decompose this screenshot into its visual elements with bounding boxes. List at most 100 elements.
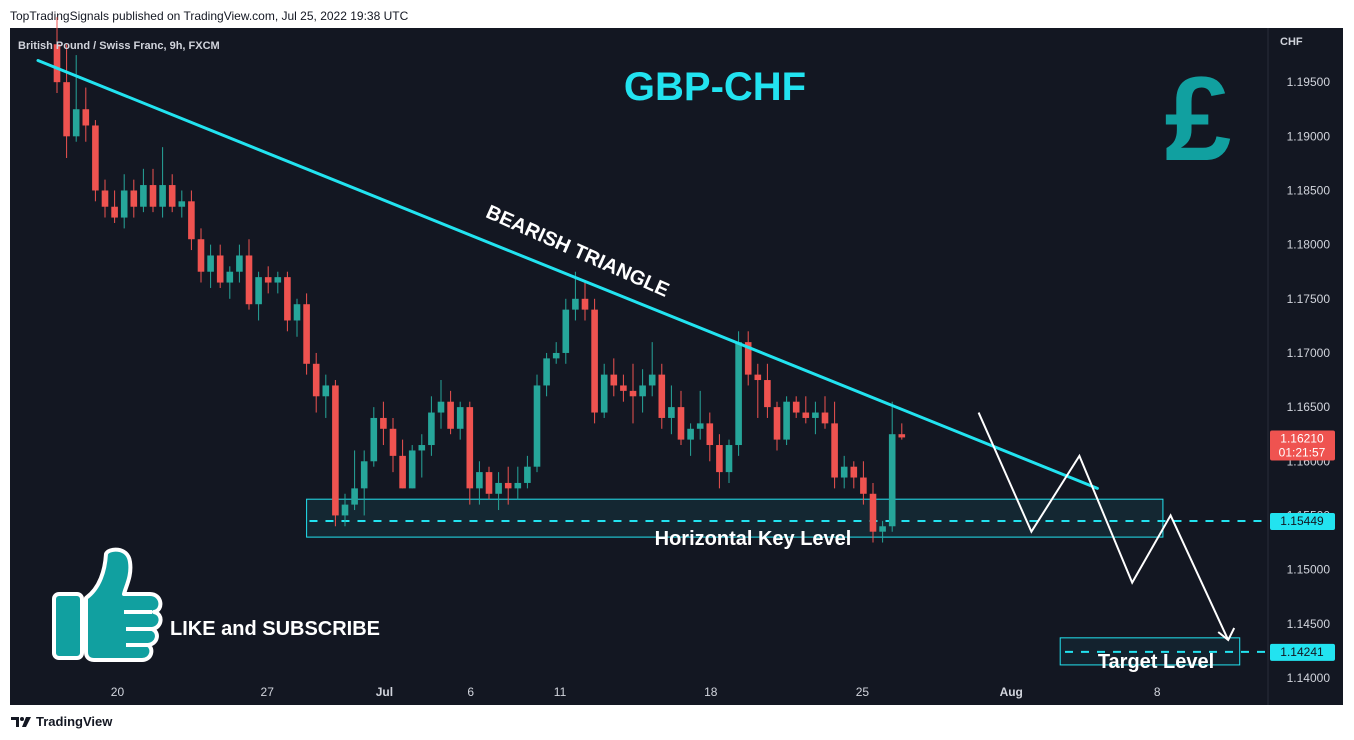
candle[interactable] [408,445,416,489]
candle[interactable] [543,352,550,397]
candle[interactable] [850,461,858,489]
candle[interactable] [812,401,819,435]
candle[interactable] [783,396,790,446]
target-level-price-badge[interactable]: 1.14241 [1270,643,1335,661]
candle[interactable] [466,401,474,505]
candle[interactable] [860,461,867,505]
key-level-price-badge[interactable]: 1.15449 [1270,512,1335,530]
candle[interactable] [53,17,61,93]
candle[interactable] [639,369,646,413]
candle[interactable] [629,363,637,424]
candle[interactable] [380,401,387,446]
candle[interactable] [332,380,339,527]
candle[interactable] [188,190,195,251]
candle[interactable] [159,147,166,218]
candle[interactable] [140,168,147,213]
cta-label[interactable]: LIKE and SUBSCRIBE [170,618,380,640]
candle[interactable] [773,401,781,451]
bearish-trendline[interactable] [36,58,1099,490]
candle[interactable] [389,417,397,473]
candle[interactable] [610,358,618,397]
candle[interactable] [312,352,320,413]
projection-path[interactable] [977,412,1230,641]
candle[interactable] [725,439,733,483]
candle[interactable] [533,374,541,473]
candle[interactable] [197,228,205,283]
candle-body [284,277,291,321]
candle[interactable] [120,174,128,229]
candle[interactable] [101,179,109,218]
candle[interactable] [552,342,560,364]
candle[interactable] [581,282,589,321]
candle[interactable] [764,363,771,418]
candle[interactable] [149,168,157,213]
candle[interactable] [802,396,810,424]
candle[interactable] [437,380,445,429]
candle[interactable] [754,363,762,418]
candle[interactable] [677,390,685,446]
candle[interactable] [524,455,531,489]
candle[interactable] [341,493,349,527]
candle[interactable] [476,461,483,505]
candle[interactable] [504,466,512,505]
candle[interactable] [236,244,243,283]
candle[interactable] [130,179,138,218]
candle[interactable] [879,520,886,543]
candle[interactable] [600,363,608,418]
candle[interactable] [303,293,310,375]
candle[interactable] [274,271,282,294]
candle[interactable] [255,271,262,321]
candle[interactable] [898,423,906,440]
candle[interactable] [264,266,272,294]
candle[interactable] [216,244,224,288]
candle[interactable] [696,390,704,440]
candle[interactable] [418,434,426,478]
candle[interactable] [485,466,493,500]
candle-body [293,304,301,321]
candle[interactable] [706,412,714,462]
footer-brand[interactable]: TradingView [10,714,112,729]
candle[interactable] [322,374,330,418]
candle[interactable] [168,174,176,213]
candle[interactable] [495,472,502,511]
candle[interactable] [591,298,598,424]
candle[interactable] [360,450,368,516]
candle[interactable] [63,44,70,158]
candle[interactable] [293,298,301,337]
candle[interactable] [284,271,291,332]
candle[interactable] [351,450,358,511]
candle[interactable] [207,244,214,288]
candle[interactable] [514,466,522,500]
candle[interactable] [735,331,742,456]
candle[interactable] [72,55,80,142]
candle[interactable] [370,407,378,467]
candle[interactable] [92,120,99,202]
candle[interactable] [821,396,829,429]
candle[interactable] [111,190,118,223]
candle[interactable] [178,190,186,218]
candle[interactable] [456,401,464,440]
candle[interactable] [620,374,627,402]
candle[interactable] [831,401,838,489]
candle-body [178,201,186,207]
candle[interactable] [399,439,406,489]
candle[interactable] [869,482,877,543]
candle[interactable] [668,385,675,435]
candle[interactable] [82,87,90,142]
candle[interactable] [226,266,234,299]
candle[interactable] [572,271,579,321]
candle[interactable] [447,390,454,435]
candle[interactable] [840,455,848,489]
candle[interactable] [245,239,253,310]
candle[interactable] [562,298,570,364]
candle[interactable] [888,401,896,532]
candle[interactable] [648,342,656,397]
candle[interactable] [428,396,435,456]
candle[interactable] [658,363,666,429]
candle[interactable] [716,434,723,489]
candle[interactable] [744,331,752,386]
candle[interactable] [792,396,800,418]
candle[interactable] [687,423,694,456]
